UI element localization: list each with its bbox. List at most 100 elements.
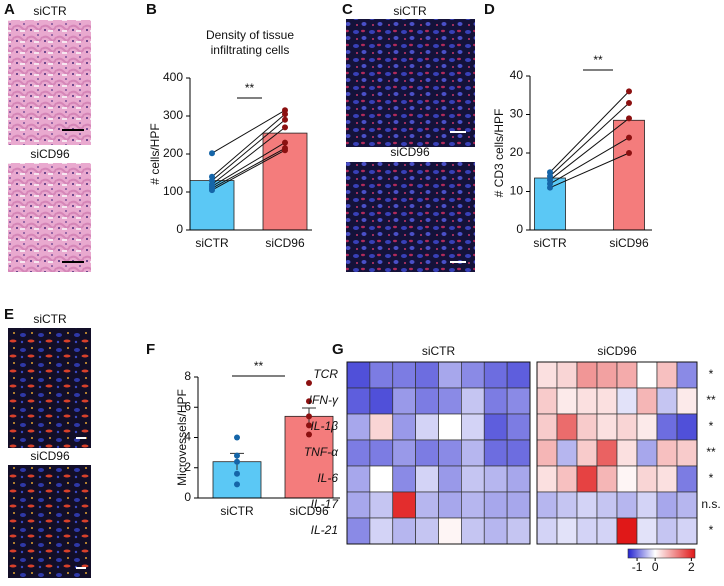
panel-letter: D xyxy=(484,1,495,18)
significance: ** xyxy=(245,81,255,95)
row-significance: n.s. xyxy=(701,497,720,511)
heatmap-cell xyxy=(616,361,638,389)
heatmap-cell xyxy=(576,361,598,389)
heatmap-cell xyxy=(346,517,371,545)
heatmap-cell xyxy=(536,387,558,415)
heatmap-cell xyxy=(536,413,558,441)
heatmap-cell xyxy=(369,491,394,519)
heatmap-cell xyxy=(415,387,439,415)
data-point xyxy=(282,116,288,123)
heatmap-cell xyxy=(438,465,462,493)
heatmap-cell xyxy=(506,465,531,493)
image-label: siCD96 xyxy=(30,449,70,463)
heatmap-cell xyxy=(656,465,678,493)
y-tick-label: 8 xyxy=(184,369,191,383)
y-tick-label: 40 xyxy=(510,68,524,82)
heatmap-cell xyxy=(346,465,371,493)
x-tick-label: siCD96 xyxy=(609,236,649,250)
heatmap-cell xyxy=(369,387,394,415)
heatmap-cell xyxy=(636,465,658,493)
heatmap-cell xyxy=(483,439,508,467)
heatmap-cell xyxy=(438,387,462,415)
heatmap-cell xyxy=(461,517,485,545)
data-point xyxy=(626,150,632,156)
data-point xyxy=(306,431,312,438)
heatmap-cell xyxy=(483,465,508,493)
image-label: siCTR xyxy=(393,4,427,18)
heatmap-cell xyxy=(438,491,462,519)
heatmap-cell xyxy=(438,517,462,545)
heatmap-cell xyxy=(576,413,598,441)
heatmap-cell xyxy=(636,491,658,519)
data-point xyxy=(306,398,312,405)
heatmap-cell xyxy=(392,491,416,519)
heatmap-cell xyxy=(506,517,531,545)
colorbar-tick-label: 2 xyxy=(688,560,695,574)
x-tick-label: siCTR xyxy=(195,236,229,250)
fluorescence-image xyxy=(8,465,91,578)
heatmap-cell xyxy=(676,387,698,415)
heatmap-cell xyxy=(556,517,578,545)
heatmap-cell xyxy=(483,517,508,545)
y-tick-label: 6 xyxy=(184,399,191,413)
significance: ** xyxy=(254,359,264,373)
heatmap-cell xyxy=(415,517,439,545)
bar xyxy=(284,415,334,499)
data-point xyxy=(626,134,632,141)
heatmap-cell xyxy=(369,413,394,441)
heatmap-cell xyxy=(636,361,658,389)
heatmap-cell xyxy=(676,517,698,545)
colorbar-tick-label: -1 xyxy=(632,560,643,574)
heatmap-cell xyxy=(536,491,558,519)
data-point xyxy=(234,452,240,459)
heatmap-cell xyxy=(415,465,439,493)
panel-letter: E xyxy=(4,306,14,323)
heatmap-cell xyxy=(636,387,658,415)
data-point xyxy=(209,187,215,194)
heatmap-cell xyxy=(483,387,508,415)
pair-line xyxy=(549,102,630,177)
row-significance: * xyxy=(709,419,714,433)
panel-letters: A B C D E F G xyxy=(4,1,495,358)
heatmap-cell xyxy=(556,439,578,467)
y-tick-label: 0 xyxy=(516,222,523,236)
micrographs: siCTR siCD96 siCTR siCD96 siCTR siCD96 xyxy=(8,4,475,578)
chart-title-text: Density of tissue infiltrating cells xyxy=(205,28,295,57)
data-point xyxy=(547,184,553,191)
pair-line xyxy=(211,119,286,181)
row-label: TCR xyxy=(313,367,338,381)
y-tick-label: 30 xyxy=(510,107,524,121)
heatmap-cell xyxy=(676,439,698,467)
row-significance: * xyxy=(709,367,714,381)
heatmap-border xyxy=(346,361,531,545)
he-image xyxy=(8,20,91,145)
data-point xyxy=(209,150,215,157)
row-label: IL-1β xyxy=(310,419,338,433)
heatmap-cell xyxy=(461,413,485,441)
heatmap-cell xyxy=(596,465,618,493)
heatmap-cell xyxy=(576,439,598,467)
heatmap-cell xyxy=(392,439,416,467)
heatmap-cell xyxy=(656,439,678,467)
heatmap-cell xyxy=(536,439,558,467)
heatmap-cell xyxy=(536,361,558,389)
data-point xyxy=(306,380,312,387)
y-axis-label: # CD3 cells/HPF xyxy=(492,109,506,198)
row-significance: ** xyxy=(706,393,716,407)
heatmap-cell xyxy=(596,413,618,441)
y-tick-label: 200 xyxy=(163,146,183,160)
heatmap-cell xyxy=(438,439,462,467)
pair-line xyxy=(211,109,286,154)
heatmap-cell xyxy=(415,491,439,519)
pair-line xyxy=(549,137,630,185)
panel-letter: C xyxy=(342,1,353,18)
y-tick-label: 300 xyxy=(163,108,183,122)
y-axis-label: # cells/HPF xyxy=(148,123,162,184)
heatmap-cell xyxy=(346,413,371,441)
heatmap-cell xyxy=(461,361,485,389)
heatmap-cell xyxy=(392,517,416,545)
x-tick-label: siCD96 xyxy=(289,504,329,518)
y-tick-label: 4 xyxy=(184,430,191,444)
heatmap-cell xyxy=(461,387,485,415)
heatmap-cell xyxy=(506,439,531,467)
